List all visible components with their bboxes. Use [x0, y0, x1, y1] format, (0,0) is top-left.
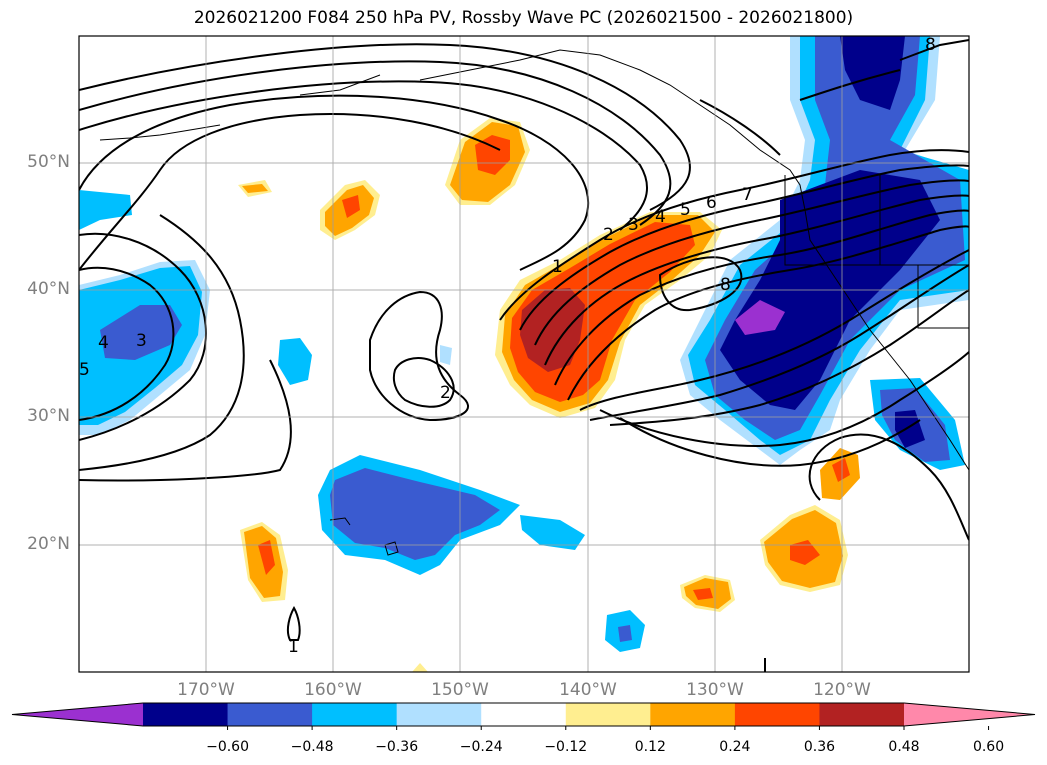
contour-label: 4: [98, 333, 109, 353]
positive-anomaly-regions: [238, 118, 860, 672]
coastlines: [99, 49, 969, 556]
contour-label: 2: [603, 225, 614, 245]
colorbar-tick-label: −0.24: [459, 739, 503, 755]
contour-label: 8: [925, 35, 936, 55]
graticule: [79, 36, 969, 672]
colorbar-segment: [819, 703, 905, 726]
contour-label: 4: [655, 207, 666, 227]
colorbar-tick-label: −0.36: [375, 739, 419, 755]
colorbar-segment: [565, 703, 651, 726]
lat-label-30n: 30°N: [27, 406, 70, 426]
lat-label-50n: 50°N: [27, 152, 70, 172]
colorbar-segment: [396, 703, 482, 726]
colorbar-segment: [227, 703, 313, 726]
lat-label-20n: 20°N: [27, 534, 70, 554]
contour-lines: [79, 39, 969, 672]
colorbar-tick-label: 0.12: [634, 739, 666, 755]
colorbar-outline: [11, 702, 1036, 727]
colorbar-tick-label: −0.60: [206, 739, 249, 755]
contour-label: 1: [288, 637, 299, 657]
contour-label: 3: [628, 215, 639, 235]
contour-label: 5: [680, 200, 691, 220]
colorbar-extend-low: [12, 703, 143, 726]
lon-label-130w: 130°W: [686, 680, 744, 700]
contour-label: 6: [706, 193, 717, 213]
colorbar-segment: [481, 703, 567, 726]
colorbar-segment: [734, 703, 820, 726]
colorbar-segment: [650, 703, 736, 726]
map-border: [78, 35, 970, 673]
lon-label-160w: 160°W: [304, 680, 362, 700]
colorbar-segment: [312, 703, 398, 726]
lon-label-120w: 120°W: [813, 680, 871, 700]
contour-label: 3: [136, 331, 147, 351]
colorbar-tick-label: 0.24: [719, 739, 751, 755]
colorbar-segment: [143, 703, 229, 726]
contour-label: 7: [742, 185, 753, 205]
colorbar-tick-label: 0.48: [888, 739, 920, 755]
colorbar-tick-label: −0.48: [290, 739, 334, 755]
lon-label-140w: 140°W: [559, 680, 617, 700]
colorbar-tick-label: −0.12: [544, 739, 588, 755]
contour-label: 8: [720, 275, 731, 295]
lon-label-170w: 170°W: [177, 680, 235, 700]
map-title: 2026021200 F084 250 hPa PV, Rossby Wave …: [193, 8, 854, 28]
contour-label: 1: [552, 257, 563, 277]
contour-label: 5: [79, 360, 90, 380]
colorbar-tick-label: 0.36: [803, 739, 836, 755]
lat-label-40n: 40°N: [27, 279, 70, 299]
colorbar-tick-label: 0.60: [972, 739, 1005, 755]
colorbar-extend-high: [904, 703, 1035, 726]
lon-label-150w: 150°W: [431, 680, 489, 700]
contour-label: 2: [440, 383, 451, 403]
negative-anomaly-regions: [79, 36, 969, 652]
colorbar: [11, 702, 1036, 730]
